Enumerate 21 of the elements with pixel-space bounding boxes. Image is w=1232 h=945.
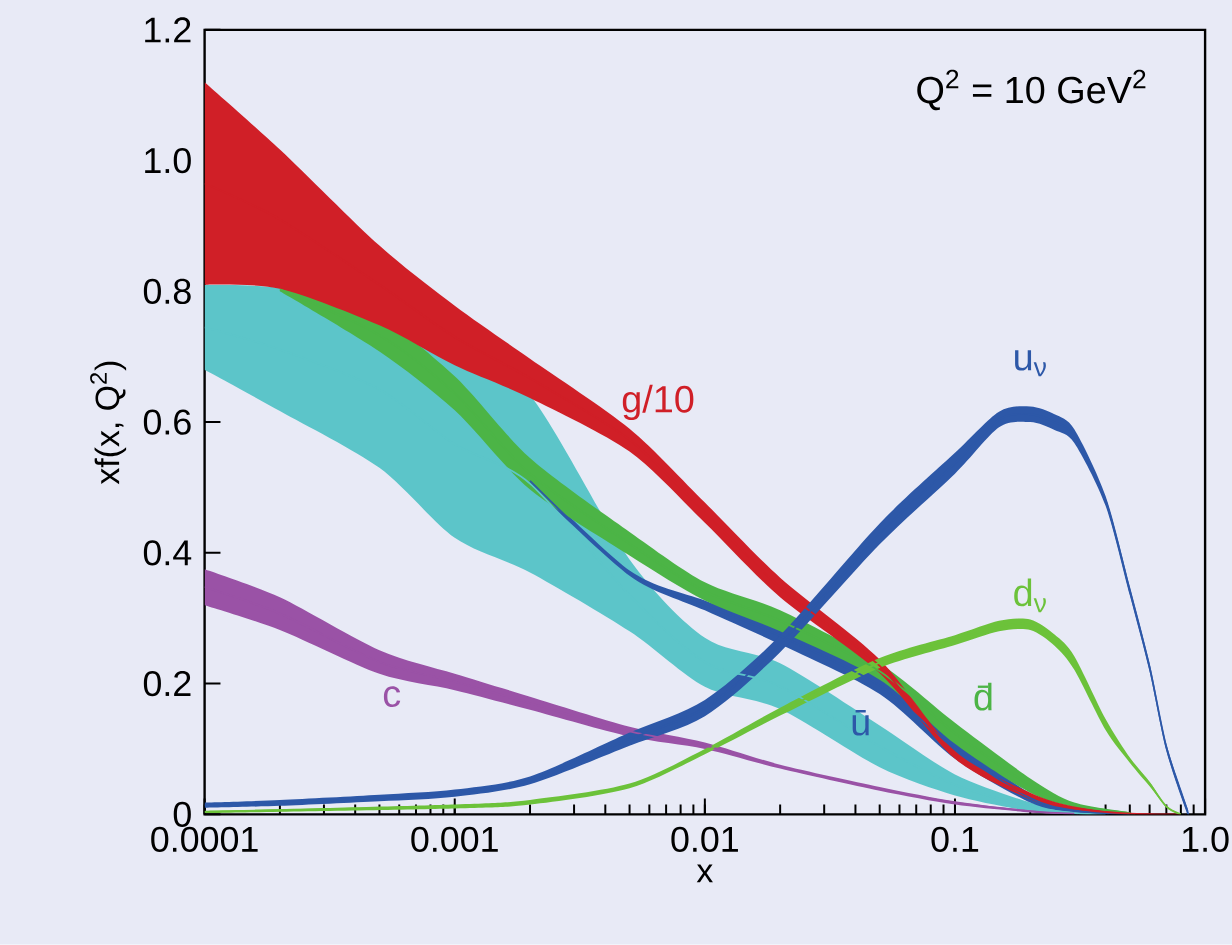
x-axis-title: x — [696, 864, 713, 883]
series-label: ū — [852, 710, 869, 736]
y-tick-label: 0.4 — [143, 540, 192, 566]
series-label: c — [383, 686, 401, 708]
y-tick-label: 0.8 — [143, 278, 191, 305]
series-label: u$_{ν}$ — [1015, 350, 1046, 377]
y-axis-title: xf(x, Q$^{2}$) — [90, 361, 127, 485]
y-tick-label: 1.0 — [145, 148, 191, 174]
x-tick-label: 1.0 — [1182, 826, 1229, 853]
x-tick-label: 0.01 — [671, 826, 738, 853]
y-tick-label: 0.2 — [143, 671, 191, 697]
annotation: Q$^{2}$ = 10 GeV$^{2}$ — [917, 69, 1146, 111]
y-tick-label: 0.6 — [143, 409, 191, 435]
series-label: g/10 — [622, 384, 694, 421]
x-tick-label: 0.1 — [931, 826, 979, 853]
x-tick-label: 0.001 — [411, 826, 498, 853]
x-tick-label: 0.0001 — [151, 826, 258, 853]
series-label: d̄ — [974, 682, 992, 711]
series-label: d$_{ν}$ — [1014, 578, 1046, 613]
y-tick-label: 0 — [173, 801, 191, 828]
y-tick-label: 1.2 — [145, 17, 191, 43]
